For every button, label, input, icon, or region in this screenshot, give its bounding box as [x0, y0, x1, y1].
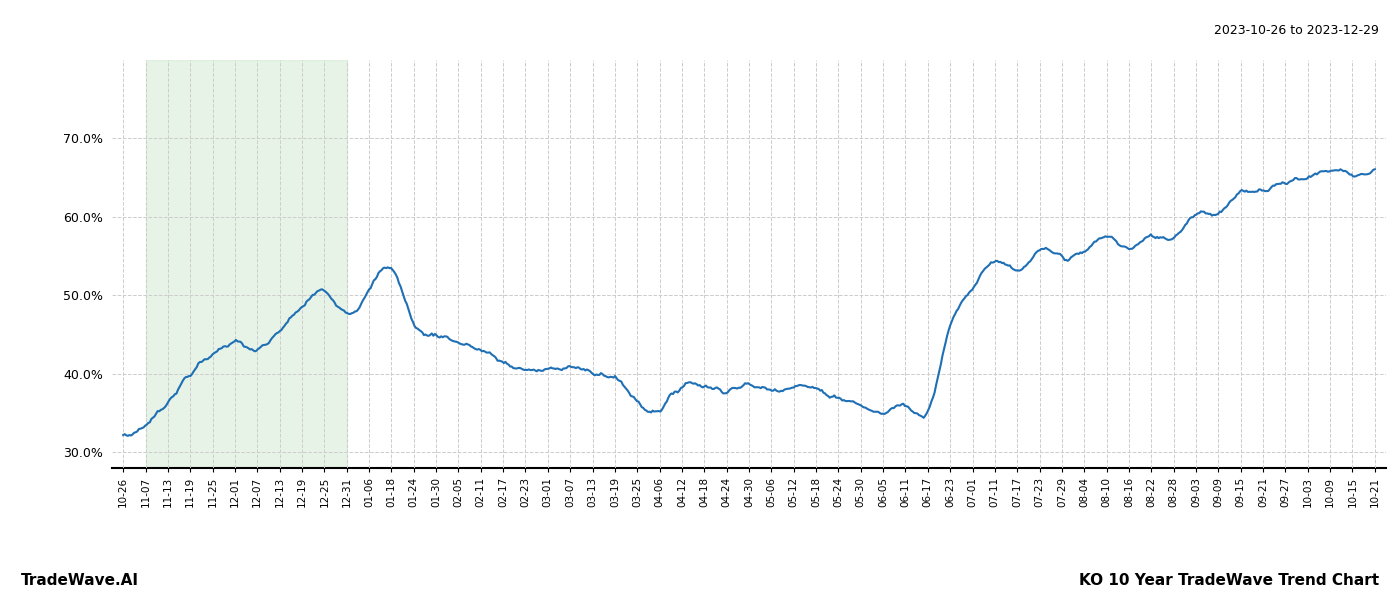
Text: TradeWave.AI: TradeWave.AI	[21, 573, 139, 588]
Bar	[146, 60, 347, 468]
Text: KO 10 Year TradeWave Trend Chart: KO 10 Year TradeWave Trend Chart	[1079, 573, 1379, 588]
Text: 2023-10-26 to 2023-12-29: 2023-10-26 to 2023-12-29	[1214, 24, 1379, 37]
